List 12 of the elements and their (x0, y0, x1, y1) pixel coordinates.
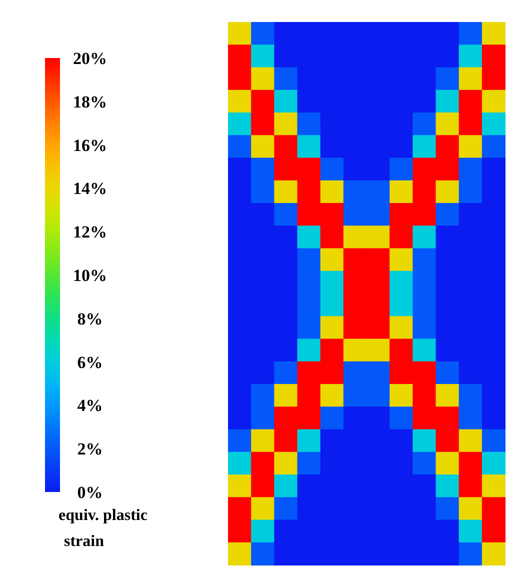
color-bar-label: 10% (73, 266, 107, 285)
color-bar-label: 14% (73, 179, 107, 198)
color-bar-label: 8% (77, 309, 103, 328)
color-bar-label: 16% (73, 136, 107, 155)
color-bar-label: 0% (77, 482, 103, 502)
color-bar-label: 20% (73, 48, 107, 68)
color-bar-label: 18% (73, 92, 107, 112)
color-bar-title: equiv. plastic strain (58, 507, 148, 550)
color-bar-label: 4% (77, 396, 103, 416)
color-bar-label: 2% (77, 440, 103, 459)
color-bar-label: 6% (77, 352, 103, 372)
color-bar-label: 12% (73, 222, 107, 242)
